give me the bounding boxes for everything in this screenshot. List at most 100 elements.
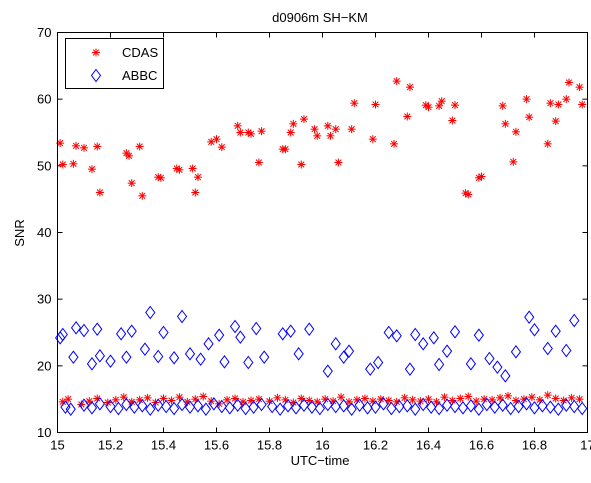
series-group — [56, 77, 587, 200]
data-point-diamond — [235, 330, 246, 344]
data-point-asterisk — [313, 131, 322, 140]
data-point-asterisk — [246, 396, 255, 405]
data-point-diamond — [259, 350, 270, 364]
data-point-diamond — [378, 397, 389, 411]
data-point-asterisk — [236, 128, 245, 137]
data-point-diamond — [426, 400, 437, 414]
data-point-diamond — [314, 401, 325, 416]
data-point-asterisk — [125, 151, 134, 160]
data-point-asterisk — [273, 393, 282, 402]
data-point-diamond — [370, 400, 381, 414]
data-point-diamond — [168, 351, 180, 365]
data-point-asterisk — [191, 188, 200, 197]
data-point-asterisk — [345, 397, 353, 406]
data-point-diamond — [137, 399, 148, 413]
legend-symbol-cdas — [92, 48, 100, 57]
data-point-diamond — [322, 397, 333, 412]
data-point-asterisk — [299, 115, 308, 124]
data-point-asterisk — [191, 395, 200, 404]
data-point-asterisk — [448, 116, 457, 125]
data-point-diamond — [153, 349, 164, 364]
data-point-diamond — [86, 401, 98, 415]
data-point-asterisk — [464, 392, 473, 401]
data-point-diamond — [418, 337, 429, 351]
data-point-diamond — [465, 357, 477, 371]
data-point-diamond — [306, 400, 318, 414]
data-point-asterisk — [456, 394, 465, 403]
data-point-diamond — [553, 402, 564, 416]
data-point-diamond — [383, 325, 394, 340]
y-tick-label: 10 — [37, 425, 51, 440]
legend-label-cdas: CDAS — [122, 45, 158, 60]
data-point-asterisk — [509, 157, 518, 166]
data-point-diamond — [282, 399, 294, 413]
data-point-diamond — [298, 398, 310, 412]
data-point-diamond — [208, 397, 219, 411]
x-axis-label: UTC−time — [291, 453, 350, 468]
data-point-asterisk — [167, 396, 176, 405]
series-group — [55, 305, 580, 383]
data-point-diamond — [343, 344, 355, 358]
data-point-diamond — [484, 351, 495, 366]
data-point-diamond — [176, 309, 188, 324]
data-point-diamond — [195, 352, 206, 366]
data-point-asterisk — [64, 395, 73, 404]
data-point-diamond — [473, 328, 484, 342]
x-tick-label: 15.4 — [151, 438, 176, 453]
data-point-diamond — [176, 397, 188, 412]
data-point-asterisk — [188, 164, 197, 173]
data-point-diamond — [158, 325, 169, 340]
data-point-asterisk — [403, 112, 412, 121]
x-tick-label: 15.2 — [98, 438, 123, 453]
legend-diamond-marker — [90, 68, 102, 83]
x-tick-label: 16 — [315, 438, 329, 453]
x-tick-label: 16.6 — [469, 438, 494, 453]
data-point-asterisk — [156, 173, 165, 182]
data-point-asterisk — [472, 397, 481, 406]
data-point-diamond — [513, 399, 524, 414]
data-point-asterisk — [522, 95, 531, 104]
data-point-diamond — [577, 401, 588, 416]
data-point-asterisk — [281, 145, 290, 154]
data-point-diamond — [524, 310, 535, 324]
data-point-asterisk — [193, 173, 202, 182]
data-point-diamond — [251, 321, 262, 336]
data-point-diamond — [410, 327, 421, 342]
data-point-asterisk — [543, 139, 552, 148]
data-point-asterisk — [440, 393, 449, 402]
data-point-diamond — [354, 398, 365, 412]
x-tick-label: 15 — [50, 438, 64, 453]
data-point-asterisk — [424, 395, 433, 404]
data-point-diamond — [410, 402, 421, 416]
x-tick-label: 16.4 — [416, 438, 441, 453]
data-point-asterisk — [56, 139, 65, 148]
data-point-asterisk — [95, 188, 104, 197]
data-point-diamond — [184, 400, 196, 414]
data-point-diamond — [65, 402, 76, 416]
y-tick-label: 50 — [37, 158, 51, 173]
data-point-diamond — [200, 402, 212, 416]
data-point-asterisk — [504, 391, 512, 400]
data-point-diamond — [304, 322, 315, 336]
data-point-asterisk — [103, 398, 112, 407]
data-point-diamond — [373, 355, 384, 370]
data-point-diamond — [569, 399, 580, 414]
data-point-asterisk — [551, 117, 560, 126]
data-point-diamond — [240, 401, 251, 416]
data-point-asterisk — [567, 393, 576, 402]
chart-title: d0906m SH−KM — [272, 10, 368, 25]
data-point-diamond — [219, 355, 230, 369]
data-point-asterisk — [297, 160, 306, 169]
data-point-asterisk — [80, 143, 88, 152]
data-point-asterisk — [199, 392, 208, 401]
data-point-diamond — [274, 402, 286, 416]
data-point-diamond — [121, 350, 132, 364]
data-point-asterisk — [519, 395, 528, 404]
data-point-diamond — [113, 401, 124, 416]
data-point-asterisk — [254, 395, 263, 404]
data-point-diamond — [94, 349, 106, 363]
plot-frame — [57, 32, 588, 433]
data-point-diamond — [94, 397, 106, 411]
data-point-diamond — [161, 399, 172, 414]
